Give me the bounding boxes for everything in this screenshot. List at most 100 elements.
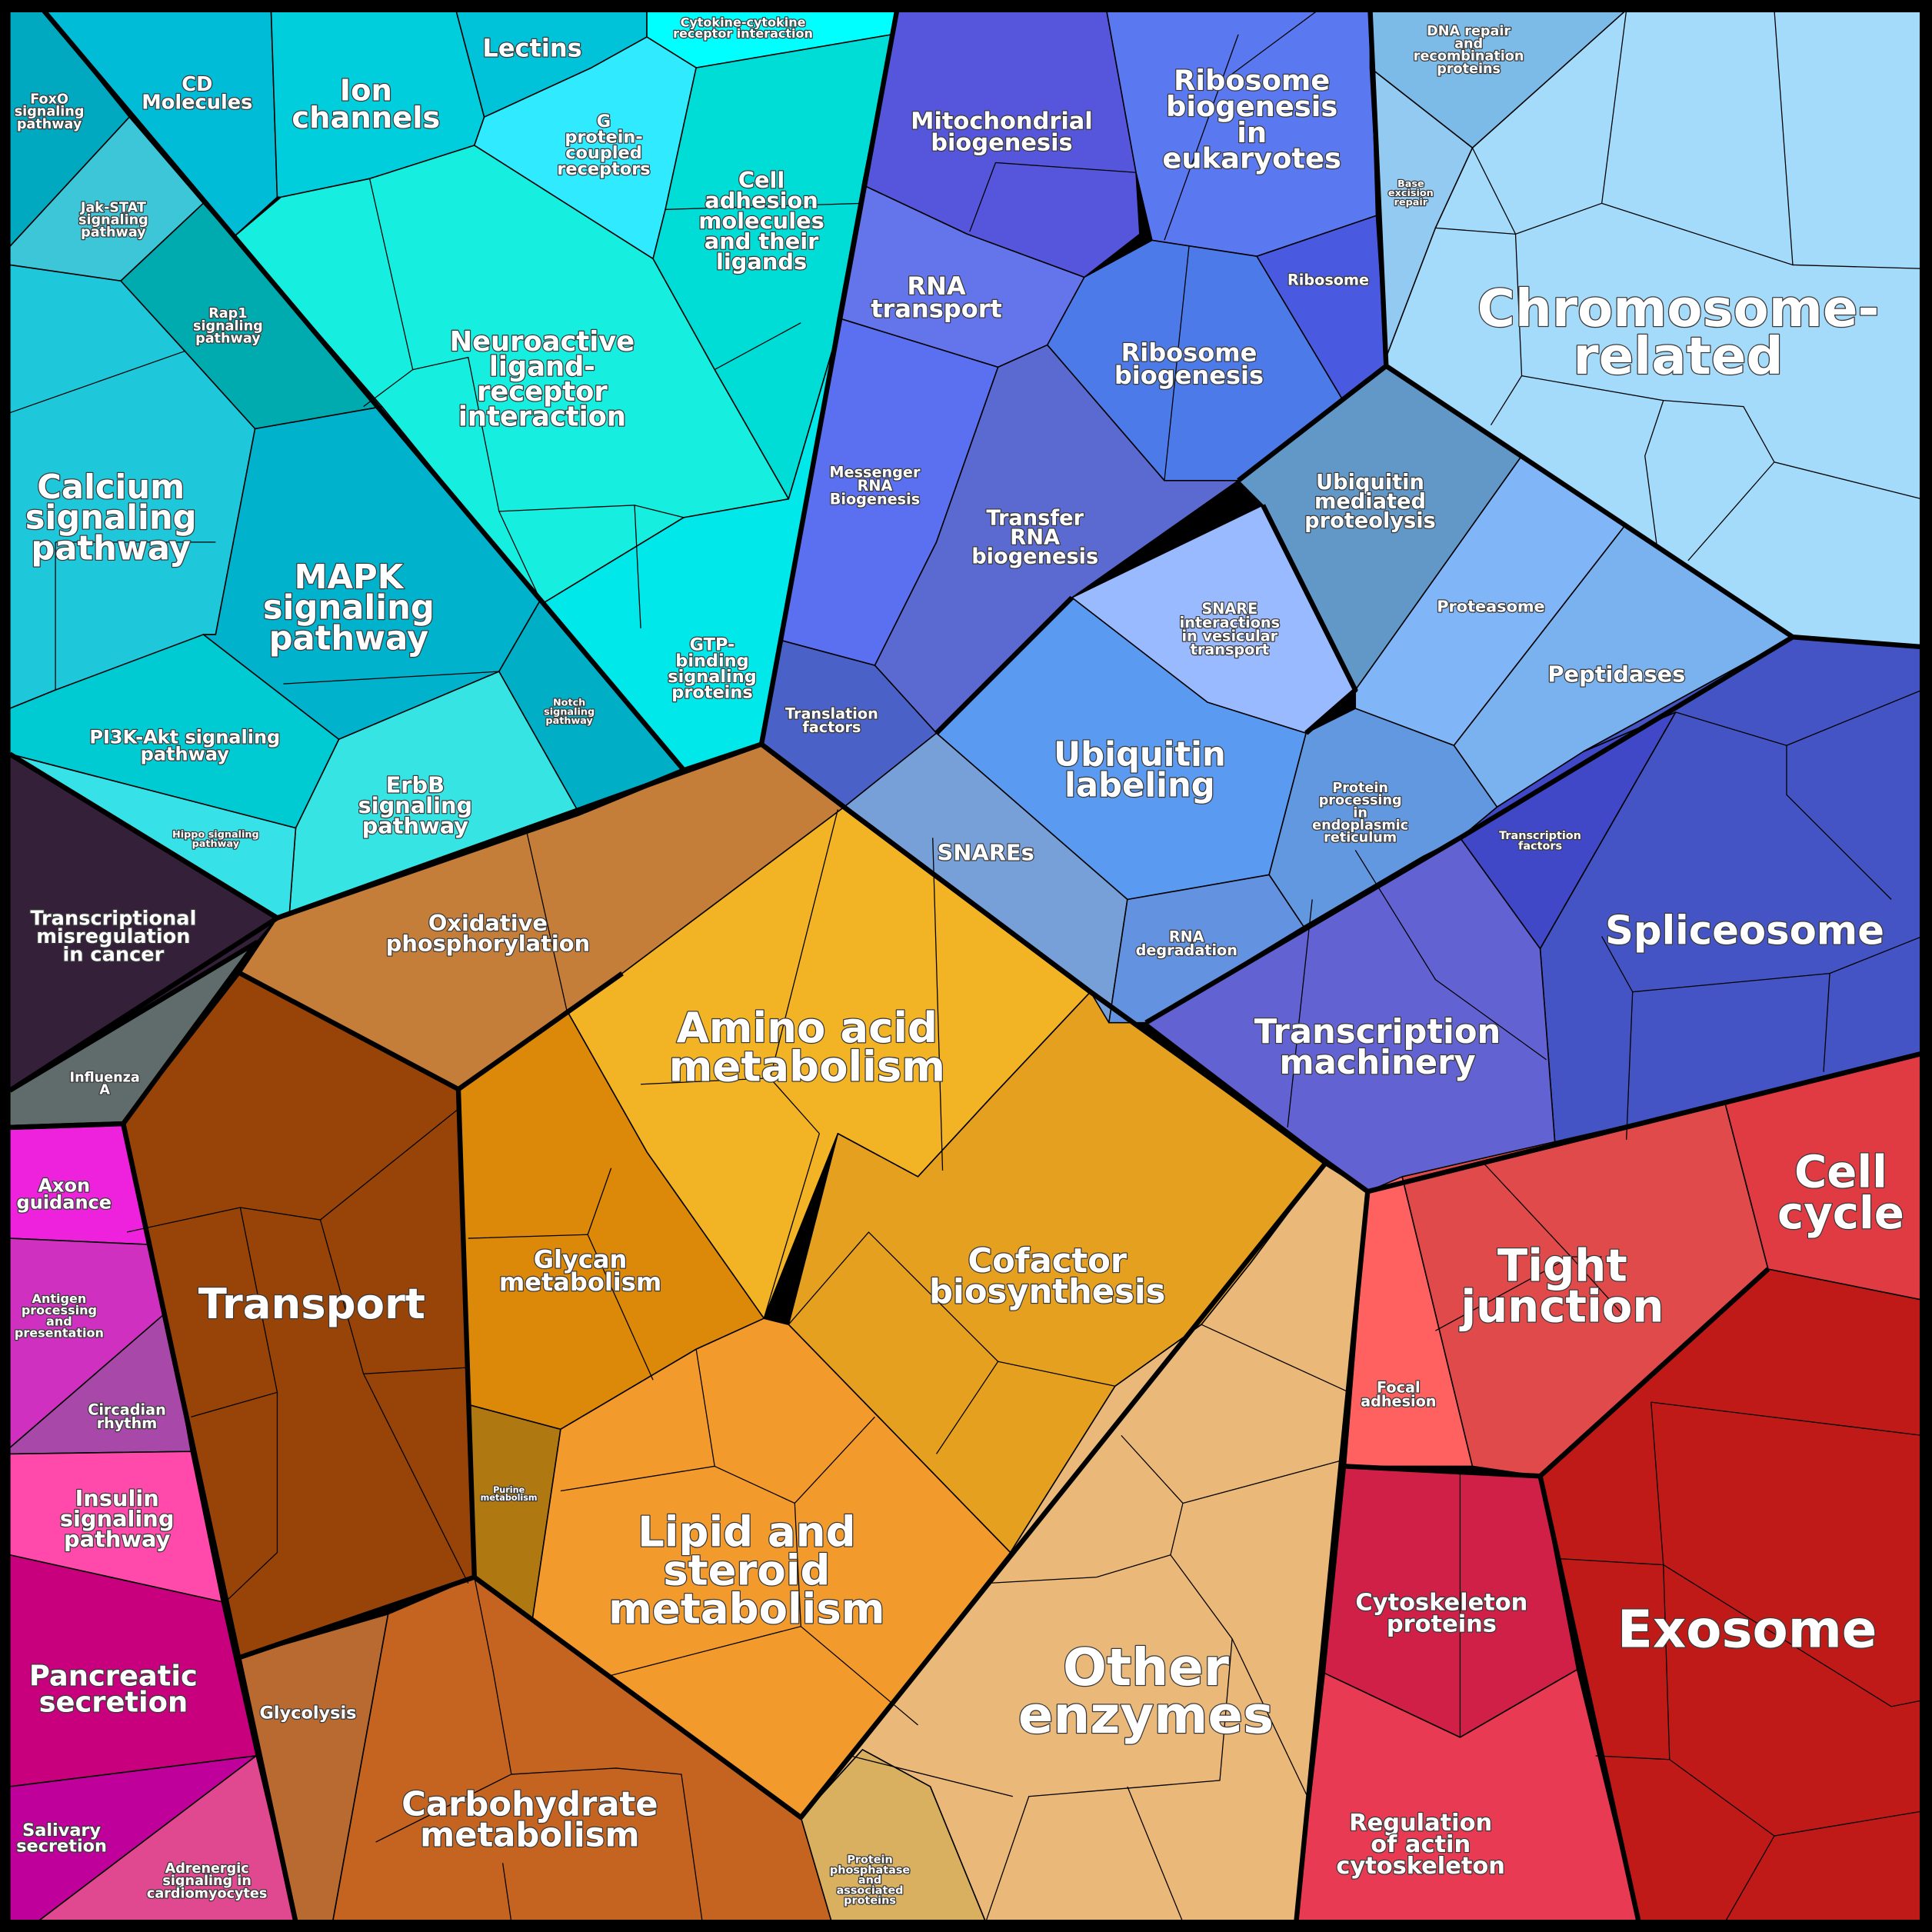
label-snares: SNAREs bbox=[938, 840, 1034, 866]
label-rap1: Rap1 signaling pathway bbox=[193, 306, 263, 346]
label-line: Lectins bbox=[482, 34, 581, 63]
subdivision-line bbox=[1354, 850, 1547, 1061]
subdivision-line bbox=[1786, 689, 1923, 746]
label-line: factors bbox=[1518, 840, 1562, 852]
subdivision-line bbox=[1792, 264, 1923, 269]
label-line: Circadian bbox=[88, 1401, 166, 1418]
label-ribeuk: Ribosome biogenesis in eukaryotes bbox=[1162, 64, 1341, 175]
label-line: binding bbox=[675, 651, 748, 671]
label-line: signaling bbox=[15, 105, 85, 120]
label-line: pathway bbox=[269, 619, 429, 658]
cells-layer bbox=[9, 9, 1923, 1923]
label-line: signaling bbox=[668, 667, 756, 687]
label-line: in cancer bbox=[62, 944, 164, 967]
label-line: adhesion bbox=[705, 188, 818, 214]
subdivision-line bbox=[1601, 935, 1923, 993]
label-gtp: GTP-binding signaling proteins bbox=[668, 635, 756, 703]
label-line: factors bbox=[802, 718, 861, 736]
label-line: protein- bbox=[565, 127, 642, 147]
label-line: and bbox=[858, 1874, 881, 1887]
label-line: in vesicular bbox=[1182, 628, 1278, 645]
subdivision-line bbox=[1724, 1835, 1775, 1923]
label-line: and their bbox=[705, 228, 819, 255]
label-line: proteins bbox=[844, 1895, 896, 1907]
label-line: RNA bbox=[858, 477, 893, 495]
label-line: pathway bbox=[362, 813, 469, 839]
label-line: steroid bbox=[663, 1546, 830, 1595]
label-line: and bbox=[1454, 36, 1483, 52]
subdivision-line bbox=[1521, 375, 1923, 500]
label-line: transport bbox=[871, 294, 1002, 323]
label-line: cycle bbox=[1777, 1187, 1904, 1239]
label-ubmed: Ubiquitin mediated proteolysis bbox=[1304, 471, 1436, 533]
label-line: Cell bbox=[738, 167, 784, 193]
label-proteasome: Proteasome bbox=[1437, 597, 1544, 615]
label-line: Jak-STAT bbox=[80, 200, 146, 215]
label-hippo: Hippo signaling pathway bbox=[172, 829, 259, 850]
label-line: metabolism bbox=[499, 1267, 661, 1297]
label-insulin: Insulin signaling pathway bbox=[60, 1485, 175, 1552]
group-border bbox=[1261, 504, 1358, 735]
label-line: signaling bbox=[193, 318, 263, 334]
label-line: Oxidative bbox=[428, 910, 548, 936]
label-line: SNARE bbox=[1201, 600, 1257, 618]
label-line: metabolism bbox=[669, 1041, 945, 1091]
label-line: CD bbox=[182, 73, 212, 96]
label-aminoacid: Amino acid metabolism bbox=[669, 1003, 945, 1091]
label-ber: Base excision repair bbox=[1388, 178, 1434, 208]
label-line: misregulation bbox=[36, 925, 190, 948]
label-line: pathway bbox=[64, 1526, 171, 1552]
label-line: receptor bbox=[477, 376, 608, 408]
label-rnatransport: RNA transport bbox=[871, 271, 1002, 323]
subdivision-line bbox=[634, 505, 641, 629]
subdivision-line bbox=[1823, 973, 1830, 1072]
label-line: Cytoskeleton bbox=[1355, 1589, 1527, 1616]
label-line: Focal bbox=[1377, 1379, 1421, 1397]
label-line: PI3K-Akt signaling bbox=[89, 726, 280, 748]
label-line: coupled bbox=[565, 143, 642, 163]
label-line: Influenza bbox=[70, 1070, 140, 1085]
label-line: biogenesis bbox=[971, 545, 1098, 569]
label-line: related bbox=[1573, 326, 1783, 386]
label-line: Tight bbox=[1497, 1239, 1627, 1291]
label-line: associated bbox=[837, 1884, 904, 1897]
label-line: signaling bbox=[263, 589, 435, 628]
label-dnarepair: DNA repair and recombination proteins bbox=[1414, 24, 1524, 77]
label-line: phosphatase bbox=[830, 1864, 911, 1877]
label-line: pathway bbox=[192, 838, 240, 850]
label-line: Antigen bbox=[32, 1291, 87, 1306]
label-line: Biogenesis bbox=[830, 491, 920, 508]
subdivision-line bbox=[788, 1231, 999, 1454]
subdivision-line bbox=[363, 1373, 469, 1584]
label-line: molecules bbox=[698, 208, 824, 234]
label-line: Chromosome- bbox=[1477, 278, 1880, 338]
subdivision-line bbox=[1675, 711, 1787, 746]
subdivision-line bbox=[1127, 1786, 1184, 1923]
label-line: interactions bbox=[1180, 614, 1280, 631]
label-line: Amino acid bbox=[677, 1003, 938, 1052]
label-mapk: MAPK signaling pathway bbox=[263, 558, 435, 658]
label-line: Peptidases bbox=[1547, 661, 1685, 687]
subdivision-line bbox=[9, 350, 185, 414]
label-foxo: FoxO signaling pathway bbox=[15, 92, 85, 132]
label-spliceosome: Spliceosome bbox=[1605, 908, 1884, 954]
label-line: Transcription bbox=[1254, 1013, 1501, 1051]
subdivision-line bbox=[474, 1577, 494, 1670]
label-mito: Mitochondrial biogenesis bbox=[911, 108, 1093, 157]
label-line: Other bbox=[1063, 1637, 1229, 1697]
label-line: Notch bbox=[553, 698, 585, 709]
label-cytokine: Cytokine-cytokine receptor interaction bbox=[673, 15, 813, 41]
label-line: biogenesis bbox=[1166, 90, 1337, 123]
label-line: eukaryotes bbox=[1162, 142, 1341, 175]
label-line: adhesion bbox=[1361, 1392, 1436, 1410]
label-line: Glycolysis bbox=[260, 1704, 357, 1724]
label-txmach: Transcription machinery bbox=[1254, 1013, 1501, 1082]
label-line: ErbB bbox=[386, 772, 445, 798]
label-line: Axon bbox=[38, 1175, 90, 1197]
label-line: Messenger bbox=[829, 463, 921, 481]
subdivision-line bbox=[126, 1108, 459, 1233]
label-line: DNA repair bbox=[1427, 24, 1511, 39]
subdivision-line bbox=[769, 809, 839, 1078]
label-line: FoxO bbox=[30, 92, 68, 107]
label-line: pathway bbox=[31, 530, 191, 568]
